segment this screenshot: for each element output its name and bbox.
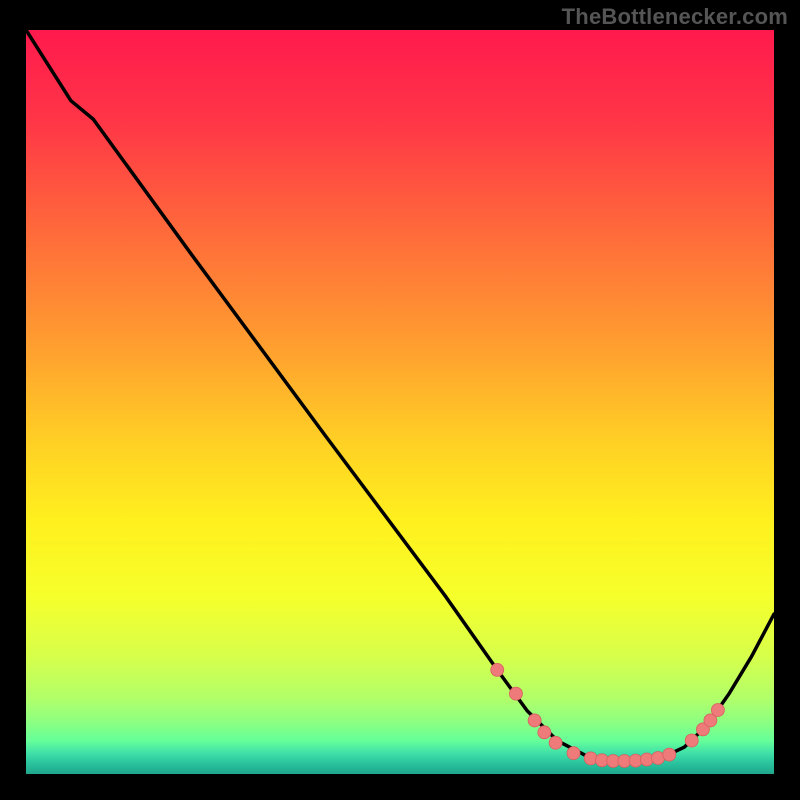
marker-point	[509, 687, 522, 700]
marker-point	[528, 714, 541, 727]
attribution-label: TheBottlenecker.com	[562, 4, 788, 30]
marker-point	[685, 734, 698, 747]
marker-point	[549, 736, 562, 749]
marker-point	[711, 704, 724, 717]
marker-point	[491, 663, 504, 676]
marker-point	[663, 748, 676, 761]
marker-point	[567, 747, 580, 760]
marker-point	[584, 752, 597, 765]
bottleneck-chart	[0, 0, 800, 800]
gradient-background	[26, 30, 774, 774]
marker-point	[538, 726, 551, 739]
